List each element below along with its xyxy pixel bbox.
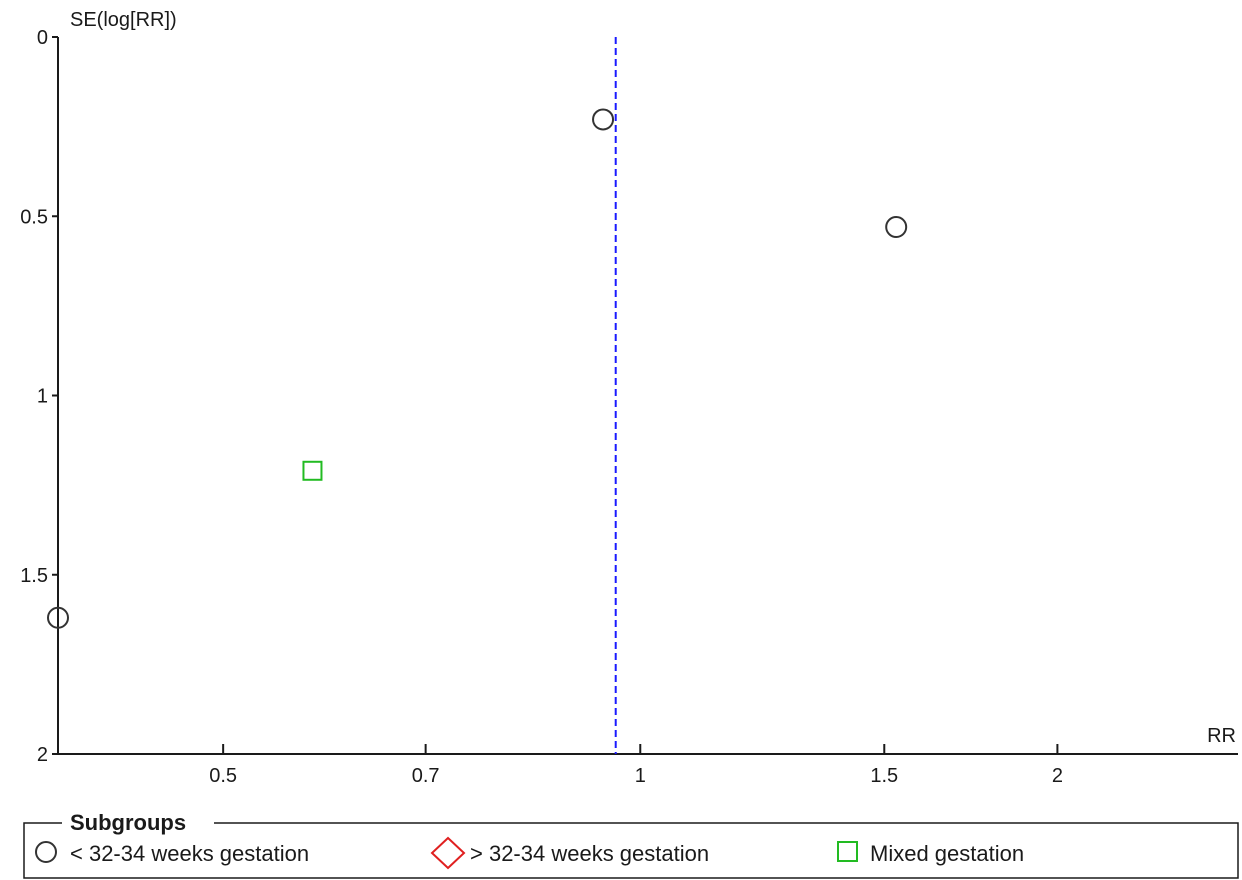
y-tick-label: 1 bbox=[37, 386, 48, 408]
plot-area: SE(log[RR]) RR 0 0.5 1 1.5 2 0.5 0.7 1 1.5 2 bbox=[20, 9, 1238, 787]
legend-square-marker bbox=[837, 841, 858, 862]
legend-entry-mixed: Mixed gestation bbox=[837, 841, 1024, 866]
y-tick-label: 0 bbox=[37, 27, 48, 49]
x-tick-label: 0.5 bbox=[209, 765, 237, 787]
legend-label-lt-32-34: < 32-34 weeks gestation bbox=[70, 841, 309, 866]
y-ticks: 0 0.5 1 1.5 2 bbox=[20, 27, 58, 766]
x-tick-label: 1 bbox=[635, 765, 646, 787]
x-ticks: 0.5 0.7 1 1.5 2 bbox=[209, 744, 1063, 787]
legend-title: Subgroups bbox=[70, 810, 186, 835]
x-axis-title: RR bbox=[1207, 725, 1236, 747]
x-tick-label: 0.7 bbox=[412, 765, 440, 787]
legend: Subgroups < 32-34 weeks gestation > 32-3… bbox=[23, 810, 1239, 879]
point-circle bbox=[592, 108, 615, 131]
y-axis-title: SE(log[RR]) bbox=[70, 9, 177, 31]
y-tick-label: 1.5 bbox=[20, 565, 48, 587]
point-square bbox=[302, 460, 323, 481]
point-circle bbox=[885, 216, 908, 239]
legend-frame bbox=[23, 822, 1239, 879]
legend-circle-marker bbox=[35, 841, 57, 863]
legend-diamond-marker bbox=[430, 836, 466, 870]
legend-entry-lt-32-34: < 32-34 weeks gestation bbox=[35, 841, 309, 866]
y-tick-label: 0.5 bbox=[20, 206, 48, 228]
data-points bbox=[47, 108, 908, 629]
y-tick-label: 2 bbox=[37, 744, 48, 766]
legend-label-mixed: Mixed gestation bbox=[870, 841, 1024, 866]
x-tick-label: 1.5 bbox=[870, 765, 898, 787]
point-circle bbox=[47, 606, 69, 629]
x-tick-label: 2 bbox=[1052, 765, 1063, 787]
legend-label-gt-32-34: > 32-34 weeks gestation bbox=[470, 841, 709, 866]
legend-entry-gt-32-34: > 32-34 weeks gestation bbox=[430, 836, 709, 870]
